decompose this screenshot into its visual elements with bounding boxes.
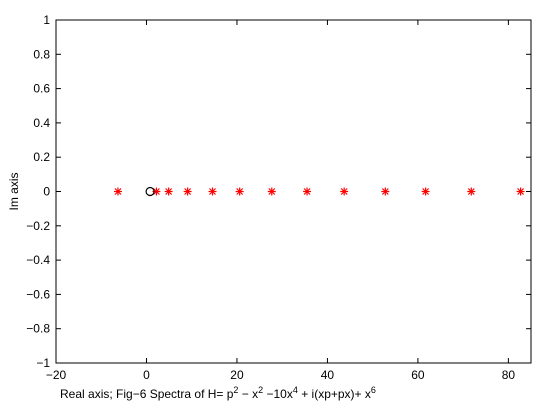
- asterisk-marker: [113, 187, 122, 196]
- tick-marks: [55, 19, 531, 364]
- x-tick-label: −20: [46, 368, 67, 382]
- x-label-exponent: 6: [371, 385, 376, 395]
- y-tick-label: −0.6: [26, 287, 50, 301]
- y-tick-labels: 1 0.8 0.6 0.4 0.2 0 −0.2 −0.4 −0.6 −0.8 −1: [26, 13, 50, 370]
- x-label-text: Real axis; Fig−6 Spectra of H= p: [60, 387, 234, 401]
- x-label-text: + i(xp+px)+ x: [298, 387, 371, 401]
- y-tick-label: 0.2: [33, 150, 50, 164]
- x-tick-label: 0: [143, 368, 150, 382]
- asterisk-marker: [267, 187, 276, 196]
- y-tick-label: −1: [36, 356, 50, 370]
- plot-frame: [55, 19, 532, 364]
- y-tick-label: 0.6: [33, 82, 50, 96]
- x-tick-label: 20: [230, 368, 244, 382]
- asterisk-marker: [235, 187, 244, 196]
- asterisk-marker: [381, 187, 390, 196]
- y-tick-label: 1: [43, 13, 50, 27]
- x-label-exponent: 4: [293, 385, 298, 395]
- x-tick-label: 80: [502, 368, 516, 382]
- y-axis-label: Im axis: [7, 172, 21, 210]
- y-tick-label: 0.4: [33, 116, 50, 130]
- y-tick-label: 0: [43, 185, 50, 199]
- asterisk-marker: [303, 187, 312, 196]
- asterisk-marker: [208, 187, 217, 196]
- y-tick-label: −0.8: [26, 322, 50, 336]
- x-tick-label: 60: [411, 368, 425, 382]
- x-axis-label: Real axis; Fig−6 Spectra of H= p2 − x2 −…: [60, 385, 376, 401]
- x-label-text: −10x: [263, 387, 293, 401]
- x-label-exponent: 2: [258, 385, 263, 395]
- x-tick-label: 40: [321, 368, 335, 382]
- asterisk-marker: [467, 187, 476, 196]
- asterisk-marker: [164, 187, 173, 196]
- asterisk-marker: [183, 187, 192, 196]
- x-label-exponent: 2: [233, 385, 238, 395]
- circle-marker: [145, 186, 155, 197]
- asterisk-marker: [516, 187, 525, 196]
- data-markers: [113, 186, 525, 197]
- x-tick-labels: −20 0 20 40 60 80: [46, 368, 516, 382]
- y-tick-label: −0.2: [26, 219, 50, 233]
- y-tick-label: −0.4: [26, 253, 50, 267]
- x-label-text: − x: [238, 387, 258, 401]
- y-tick-label: 0.8: [33, 47, 50, 61]
- asterisk-marker: [421, 187, 430, 196]
- asterisk-marker: [340, 187, 349, 196]
